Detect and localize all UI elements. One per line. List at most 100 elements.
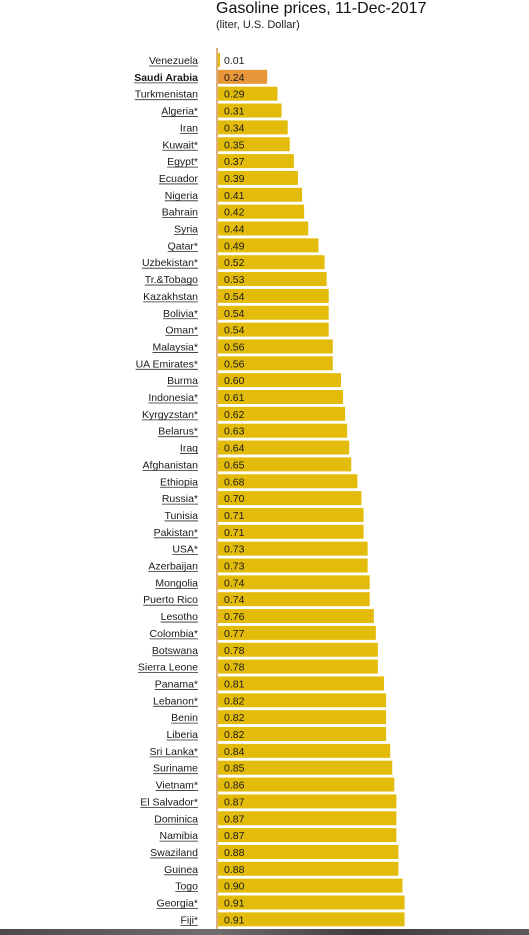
value-label: 0.61 <box>224 392 245 404</box>
category-label[interactable]: Qatar* <box>168 240 198 252</box>
bar <box>218 255 325 270</box>
category-label[interactable]: Uzbekistan* <box>142 257 198 269</box>
category-label[interactable]: Oman* <box>165 325 198 337</box>
bar <box>218 895 405 910</box>
bar <box>218 288 329 303</box>
value-label: 0.91 <box>224 898 245 910</box>
category-label[interactable]: Benin <box>171 712 198 724</box>
category-label[interactable]: UA Emirates* <box>136 358 198 370</box>
value-label: 0.29 <box>224 89 245 101</box>
category-label[interactable]: Ecuador <box>159 173 199 185</box>
bottom-border <box>0 929 529 935</box>
bar <box>218 373 341 388</box>
bar <box>218 710 387 725</box>
value-label: 0.81 <box>224 678 245 690</box>
category-label[interactable]: Kyrgyzstan* <box>142 409 198 421</box>
bar <box>218 356 333 371</box>
category-label[interactable]: Puerto Rico <box>143 594 198 606</box>
category-label[interactable]: Sierra Leone <box>138 662 198 674</box>
bar <box>218 777 395 792</box>
value-label: 0.91 <box>224 914 245 926</box>
category-label[interactable]: Lebanon* <box>153 695 198 707</box>
bar <box>218 137 290 152</box>
bar <box>218 507 364 522</box>
value-label: 0.68 <box>224 476 245 488</box>
category-label[interactable]: Algeria* <box>161 106 198 118</box>
value-label: 0.39 <box>224 173 245 185</box>
category-label[interactable]: Russia* <box>162 493 198 505</box>
category-label[interactable]: Egypt* <box>167 156 198 168</box>
category-label[interactable]: Suriname <box>153 763 198 775</box>
value-label: 0.85 <box>224 763 245 775</box>
bar <box>218 154 294 169</box>
value-label: 0.44 <box>224 224 245 236</box>
value-label: 0.84 <box>224 746 245 758</box>
value-label: 0.34 <box>224 122 245 134</box>
category-label[interactable]: Georgia* <box>157 898 198 910</box>
value-label: 0.82 <box>224 695 245 707</box>
category-label[interactable]: Kuwait* <box>162 139 198 151</box>
category-label[interactable]: Sri Lanka* <box>150 746 198 758</box>
bar <box>218 238 319 253</box>
value-label: 0.37 <box>224 156 245 168</box>
category-label[interactable]: Lesotho <box>161 611 199 623</box>
bar <box>218 322 329 337</box>
value-label: 0.88 <box>224 864 245 876</box>
bar <box>218 272 327 287</box>
category-label[interactable]: Kazakhstan <box>143 291 198 303</box>
category-label[interactable]: Bahrain <box>162 207 198 219</box>
category-label[interactable]: Dominica <box>154 813 198 825</box>
category-label[interactable]: Namibia <box>159 830 198 842</box>
bar <box>218 423 348 438</box>
category-label[interactable]: Swaziland <box>150 847 198 859</box>
category-label[interactable]: Togo <box>175 881 198 893</box>
category-label[interactable]: Nigeria <box>165 190 198 202</box>
value-label: 0.35 <box>224 139 245 151</box>
bar <box>218 642 378 657</box>
bar <box>218 625 376 640</box>
category-label[interactable]: Iraq <box>180 443 198 455</box>
category-label[interactable]: Mongolia <box>155 577 198 589</box>
category-label[interactable]: Turkmenistan <box>135 89 198 101</box>
value-label: 0.76 <box>224 611 245 623</box>
category-label[interactable]: El Salvador* <box>140 796 198 808</box>
category-label[interactable]: Venezuela <box>149 55 198 67</box>
value-label: 0.88 <box>224 847 245 859</box>
bar <box>218 457 352 472</box>
value-label: 0.54 <box>224 325 245 337</box>
value-label: 0.74 <box>224 594 245 606</box>
category-label[interactable]: Burma <box>167 375 198 387</box>
value-label: 0.87 <box>224 830 245 842</box>
category-label[interactable]: Guinea <box>164 864 198 876</box>
category-label[interactable]: Saudi Arabia <box>134 72 198 84</box>
category-label[interactable]: Ethiopia <box>160 476 198 488</box>
category-label[interactable]: Iran <box>180 122 198 134</box>
category-label[interactable]: Botswana <box>152 645 198 657</box>
category-label[interactable]: Azerbaijan <box>148 561 198 573</box>
bar <box>218 727 387 741</box>
category-label[interactable]: Vietnam* <box>156 780 198 792</box>
category-label[interactable]: Malaysia* <box>152 341 198 353</box>
category-label[interactable]: Afghanistan <box>143 459 199 471</box>
bar <box>218 339 333 354</box>
bar <box>218 69 268 84</box>
value-label: 0.73 <box>224 561 245 573</box>
bar <box>218 743 391 758</box>
value-label: 0.56 <box>224 341 245 353</box>
category-label[interactable]: Tunisia <box>165 510 199 522</box>
category-label[interactable]: USA* <box>172 544 198 556</box>
value-label: 0.62 <box>224 409 245 421</box>
category-label[interactable]: Indonesia* <box>148 392 198 404</box>
bar <box>218 406 346 421</box>
category-label[interactable]: Syria <box>174 224 198 236</box>
category-label[interactable]: Tr.&Tobago <box>145 274 198 286</box>
bar <box>218 120 288 135</box>
category-label[interactable]: Panama* <box>155 678 198 690</box>
category-label[interactable]: Fiji* <box>181 914 199 926</box>
category-label[interactable]: Liberia <box>166 729 198 741</box>
category-label[interactable]: Colombia* <box>150 628 198 640</box>
category-label[interactable]: Pakistan* <box>154 527 198 539</box>
category-label[interactable]: Belarus* <box>158 426 198 438</box>
category-label[interactable]: Bolivia* <box>163 308 198 320</box>
bar <box>218 609 374 624</box>
